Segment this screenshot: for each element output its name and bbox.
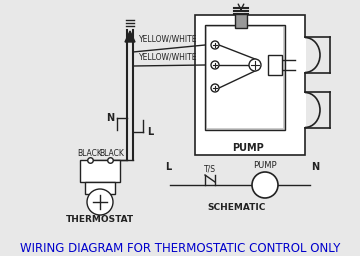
Text: WIRING DIAGRAM FOR THERMOSTATIC CONTROL ONLY: WIRING DIAGRAM FOR THERMOSTATIC CONTROL … (20, 241, 340, 254)
Circle shape (249, 59, 261, 71)
Text: N: N (106, 113, 114, 123)
Text: PUMP: PUMP (232, 143, 264, 153)
Text: BLACK: BLACK (100, 150, 125, 158)
Bar (207, 27, 283, 128)
Text: SCHEMATIC: SCHEMATIC (208, 202, 266, 211)
Bar (268, 55, 282, 75)
Text: M: M (260, 180, 270, 190)
Circle shape (211, 84, 219, 92)
Text: PUMP: PUMP (253, 161, 277, 169)
Text: N: N (311, 162, 319, 172)
Circle shape (211, 41, 219, 49)
Circle shape (252, 172, 278, 198)
Text: YELLOW/WHITE: YELLOW/WHITE (139, 35, 197, 44)
Bar (85, 182, 115, 194)
Text: T/S: T/S (204, 165, 216, 174)
Text: BLACK: BLACK (77, 150, 103, 158)
Circle shape (211, 61, 219, 69)
Bar (302, 93, 306, 127)
Bar (205, 25, 285, 130)
Polygon shape (125, 31, 135, 42)
Bar (302, 38, 306, 72)
Bar (195, 15, 305, 155)
Circle shape (87, 189, 113, 215)
Text: L: L (165, 162, 171, 172)
Text: YELLOW/WHITE: YELLOW/WHITE (139, 53, 197, 62)
Bar (235, 14, 247, 28)
Bar (80, 160, 120, 182)
Text: THERMOSTAT: THERMOSTAT (66, 216, 134, 225)
Text: L: L (147, 127, 153, 137)
